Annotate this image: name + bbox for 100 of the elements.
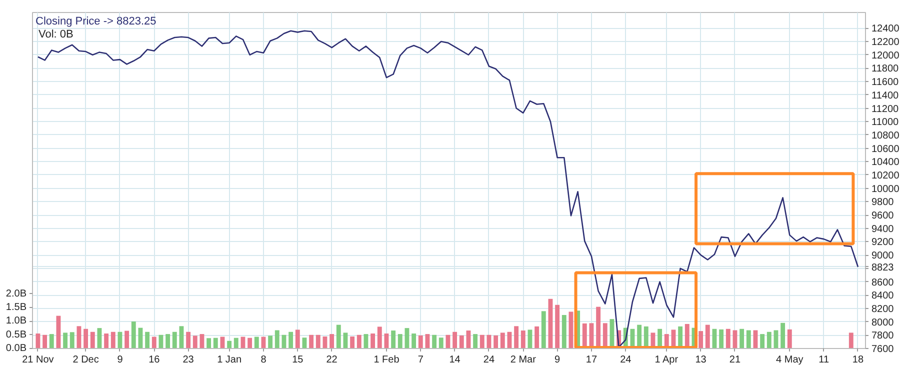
- bar: [206, 338, 212, 348]
- bar: [514, 326, 519, 348]
- y2-tick-label: 8200: [872, 304, 894, 315]
- text: Vol: 0B: [38, 28, 74, 40]
- bar: [494, 335, 498, 348]
- bar: [220, 336, 225, 348]
- bar: [391, 330, 396, 348]
- bar: [200, 334, 204, 348]
- line-series: [37, 30, 859, 348]
- bar: [473, 334, 478, 348]
- bar: [49, 334, 54, 348]
- bar: [746, 330, 751, 348]
- y2-tick-label: 8400: [872, 290, 894, 302]
- bar: [760, 334, 765, 348]
- y-tick-label: 0.0B: [6, 343, 27, 354]
- x-tick-label: 16: [148, 354, 160, 366]
- x-tick-label: 23: [182, 354, 194, 366]
- y2-tick-label: 12000: [872, 50, 900, 62]
- bar: [274, 330, 280, 348]
- bar: [76, 326, 82, 348]
- x-tick-label: 1 Feb: [374, 354, 400, 366]
- y2-tick-label: 11600: [872, 77, 900, 88]
- bar: [158, 334, 164, 348]
- y2-tick-label: 10400: [872, 157, 900, 168]
- bar: [248, 338, 252, 348]
- bar: [213, 338, 218, 348]
- bar: [541, 311, 546, 348]
- bar: [350, 336, 355, 348]
- bar: [356, 334, 362, 348]
- bar: [145, 332, 150, 348]
- y2-tick-label: 10000: [872, 184, 900, 195]
- y-tick-label: 0.5B: [6, 329, 27, 340]
- y2-tick-label: 9000: [872, 250, 894, 262]
- y2-tick-label: 9800: [872, 197, 894, 208]
- bar: [370, 334, 376, 348]
- bar: [412, 334, 416, 348]
- y2-tick-label: 8600: [872, 277, 894, 288]
- x-tick-label: 4 May: [776, 354, 804, 366]
- x-tick-label: 2 Mar: [510, 354, 537, 366]
- x-tick-label: 1 Jan: [217, 354, 242, 366]
- bar: [698, 331, 704, 348]
- bar: [254, 336, 259, 348]
- bar: [562, 314, 566, 348]
- y2-tick-label: 9200: [872, 237, 894, 248]
- bar: [520, 330, 526, 348]
- bar: [705, 324, 710, 348]
- y2-tick-label: 7600: [872, 344, 894, 355]
- y2-tick-label: 10200: [872, 170, 900, 182]
- bar: [268, 336, 273, 348]
- bar: [848, 332, 854, 348]
- bar: [172, 332, 177, 348]
- bar: [70, 332, 74, 348]
- bar: [534, 326, 540, 348]
- bar: [138, 328, 143, 348]
- x-tick-label: 1 Apr: [654, 354, 679, 366]
- x-tick-label: 18: [852, 354, 864, 366]
- y2-tick-label: 11400: [872, 90, 900, 102]
- x-tick-label: 13: [695, 354, 707, 366]
- y2-tick-label: 12200: [872, 37, 900, 48]
- bar: [398, 334, 402, 348]
- y2-tick-label: 11000: [872, 117, 900, 128]
- y2-tick-label: 11800: [872, 64, 900, 75]
- bar: [480, 334, 484, 348]
- x-tick-label: 2 Dec: [72, 354, 99, 366]
- bar: [288, 332, 294, 348]
- bar: [336, 324, 341, 348]
- bar: [740, 328, 744, 348]
- y2-tick-label: 8823: [872, 262, 894, 274]
- y2-tick-label: 10600: [872, 144, 900, 155]
- bar: [84, 328, 88, 348]
- bar: [726, 328, 730, 348]
- bar: [432, 334, 437, 348]
- bar: [234, 338, 238, 348]
- bar: [63, 332, 68, 348]
- bar: [97, 328, 102, 348]
- bar: [36, 334, 40, 348]
- bar: [179, 326, 184, 348]
- y2-tick-label: 11200: [872, 104, 900, 115]
- x-tick-label: 9: [117, 354, 124, 366]
- bar: [118, 332, 122, 348]
- bar: [42, 334, 48, 348]
- y2-tick-label: 9400: [872, 224, 894, 235]
- bar: [110, 332, 116, 348]
- bar: [438, 338, 444, 348]
- x-tick-label: 17: [586, 354, 598, 366]
- chart-title: Closing Price -> 8823.25: [36, 16, 156, 28]
- x-tick-label: 24: [620, 354, 632, 366]
- bar: [452, 332, 458, 348]
- x-tick-label: 21: [729, 354, 741, 366]
- bar: [124, 330, 130, 348]
- y2-tick-label: 12400: [872, 24, 900, 35]
- bar: [418, 335, 423, 348]
- x-tick-label: 8: [260, 354, 267, 366]
- bar: [787, 329, 792, 348]
- x-tick-label: 21 Nov: [22, 354, 54, 366]
- bar: [780, 322, 786, 348]
- bar: [316, 334, 320, 348]
- x-tick-label: 9: [554, 354, 561, 366]
- bar: [330, 334, 334, 348]
- bar: [555, 304, 560, 348]
